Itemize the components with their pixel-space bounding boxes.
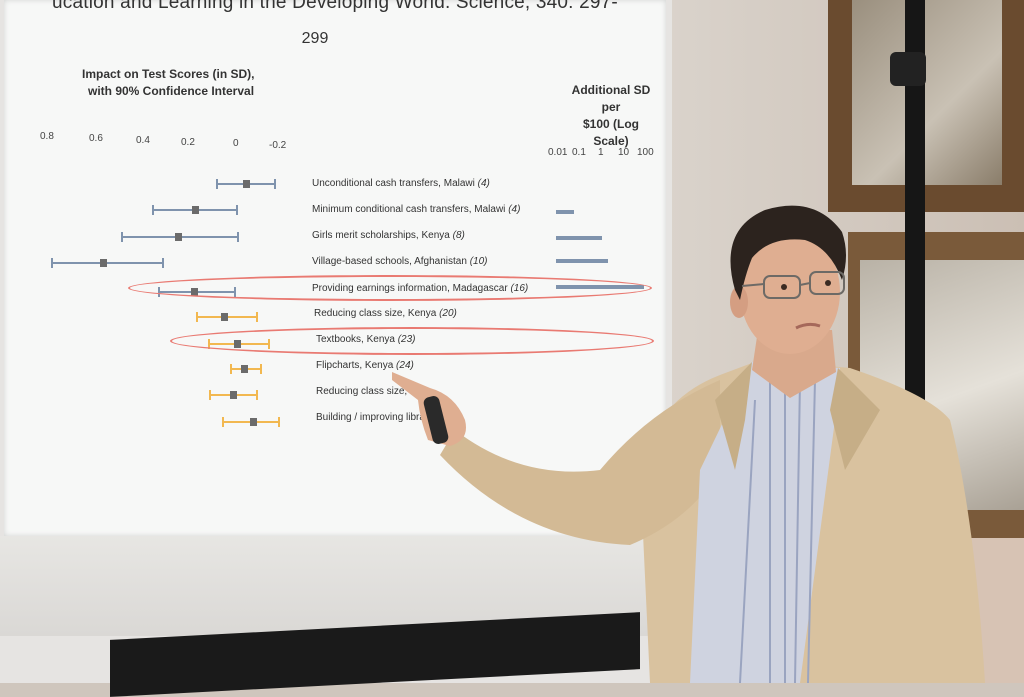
row-label-text: Reducing class size, Kenya [314, 308, 437, 319]
ci-bar [51, 258, 164, 268]
cost-bar [556, 210, 574, 214]
presenter-face [740, 230, 840, 354]
row-study-number: (20) [439, 308, 457, 319]
row-label-text: Reducing class size, In [316, 386, 419, 397]
left-tick: 0.4 [136, 135, 150, 146]
point-estimate [250, 418, 257, 426]
presenter-glasses [741, 271, 845, 299]
right-tick: 0.1 [572, 147, 586, 158]
row-study-number: (4) [508, 204, 521, 215]
row-label: Reducing class size, Kenya (20) [314, 308, 457, 319]
right-tick: 100 [637, 147, 654, 158]
highlight-ellipse [128, 275, 652, 301]
row-label: Girls merit scholarships, Kenya (8) [312, 230, 465, 241]
row-label: Unconditional cash transfers, Malawi (4) [312, 178, 490, 189]
point-estimate [192, 206, 199, 214]
presenter-hair [730, 205, 846, 300]
row-label-text: Building / improving libra [316, 412, 425, 423]
left-axis-title-line-1: Impact on Test Scores (in SD), [82, 67, 255, 81]
right-axis-title-line-1: Additional SD per [571, 83, 651, 114]
cost-bar [556, 236, 602, 240]
row-study-number: (8) [452, 230, 465, 241]
point-estimate [230, 391, 237, 399]
left-tick: 0.2 [181, 137, 195, 148]
row-label: Flipcharts, Kenya (24) [316, 360, 414, 371]
cost-bar [556, 259, 608, 263]
highlight-ellipse [170, 327, 654, 355]
point-estimate [175, 233, 182, 241]
right-tick: 0.01 [548, 147, 568, 158]
slide-reference-line-1: ucation and Learning in the Developing W… [52, 0, 618, 13]
row-label-text: Minimum conditional cash transfers, Mala… [312, 204, 506, 215]
stand-clamp [890, 52, 926, 86]
point-estimate [241, 365, 248, 373]
right-tick: 1 [598, 147, 604, 158]
row-label-text: Unconditional cash transfers, Malawi [312, 178, 475, 189]
row-study-number: (24) [396, 360, 414, 371]
presenter-ear [730, 286, 748, 318]
presenter-lapel-right [830, 368, 880, 470]
remote-clicker [423, 396, 449, 444]
right-axis-title: Additional SD per $100 (Log Scale) [566, 82, 656, 150]
right-tick: 10 [618, 147, 630, 158]
left-tick: 0 [233, 138, 239, 149]
row-study-number: (10) [469, 256, 488, 267]
row-study-number: (4) [477, 178, 490, 189]
point-estimate [100, 259, 107, 267]
left-tick: 0.8 [40, 131, 54, 142]
projection-screen: ucation and Learning in the Developing W… [0, 0, 672, 697]
left-tick: -0.2 [269, 140, 287, 151]
presenter-arm [440, 380, 720, 545]
left-axis-title: Impact on Test Scores (in SD), with 90% … [82, 66, 254, 100]
presenter [392, 205, 985, 683]
projected-slide: ucation and Learning in the Developing W… [4, 0, 666, 536]
stand-pole [905, 0, 925, 410]
point-estimate [221, 313, 228, 321]
row-label: Village-based schools, Afghanistan (10) [312, 256, 488, 267]
slide-reference-line-2: 299 [301, 30, 329, 47]
row-label: Reducing class size, In [316, 386, 418, 397]
row-label: Building / improving libra [316, 412, 425, 423]
row-label: Minimum conditional cash transfers, Mala… [312, 204, 520, 215]
right-axis-title-line-2: $100 (Log Scale) [582, 117, 639, 148]
presenter-lapel-left [715, 362, 752, 470]
picture-frame-top-art [852, 0, 1002, 185]
left-axis-title-line-2: with 90% Confidence Interval [88, 84, 255, 98]
row-label-text: Flipcharts, Kenya [316, 360, 394, 371]
row-label-text: Village-based schools, Afghanistan [312, 256, 467, 267]
point-estimate [243, 180, 250, 188]
left-tick: 0.6 [89, 133, 103, 144]
row-label-text: Girls merit scholarships, Kenya [312, 230, 450, 241]
picture-frame-top [828, 0, 1024, 212]
